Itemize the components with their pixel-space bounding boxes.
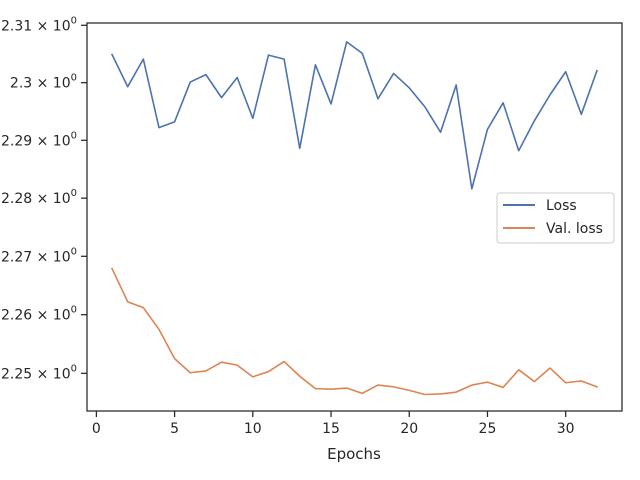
y-tick-label: 2.3 × 100 (10, 73, 77, 92)
x-tick-label: 0 (92, 421, 101, 437)
y-tick-label: 2.31 × 100 (1, 15, 77, 34)
x-tick-label: 10 (244, 421, 262, 437)
y-tick-exponent: 0 (71, 188, 77, 199)
series-layer (110, 41, 599, 396)
y-tick-label: 2.28 × 100 (1, 188, 77, 207)
y-axis: 2.25 × 100 2.26 × 100 2.27 × 100 2.28 × 100… (1, 15, 87, 382)
y-tick-exponent: 0 (71, 15, 77, 26)
y-tick-exponent: 0 (71, 130, 77, 141)
y-tick-label: 2.27 × 100 (1, 246, 77, 265)
series-line-val-loss (110, 267, 599, 396)
legend: Loss Val. loss (496, 192, 615, 244)
legend-label-loss: Loss (546, 198, 577, 214)
x-axis-label: Epochs (327, 445, 381, 463)
y-tick-label: 2.26 × 100 (1, 305, 77, 324)
x-tick-label: 30 (557, 421, 575, 437)
series-line-loss (110, 41, 598, 190)
x-tick-label: 25 (479, 421, 497, 437)
y-tick-label: 2.25 × 100 (1, 363, 77, 382)
x-tick-label: 15 (322, 421, 340, 437)
x-tick-label: 5 (170, 421, 179, 437)
y-tick-label: 2.29 × 100 (1, 130, 77, 149)
x-tick-label: 20 (400, 421, 418, 437)
y-tick-exponent: 0 (71, 73, 77, 84)
y-tick-exponent: 0 (71, 246, 77, 257)
y-tick-exponent: 0 (71, 305, 77, 316)
y-tick-exponent: 0 (71, 363, 77, 374)
plot-frame (86, 22, 623, 412)
x-axis: 0 5 10 15 20 25 30 (92, 411, 575, 437)
legend-label-val-loss: Val. loss (546, 221, 603, 237)
